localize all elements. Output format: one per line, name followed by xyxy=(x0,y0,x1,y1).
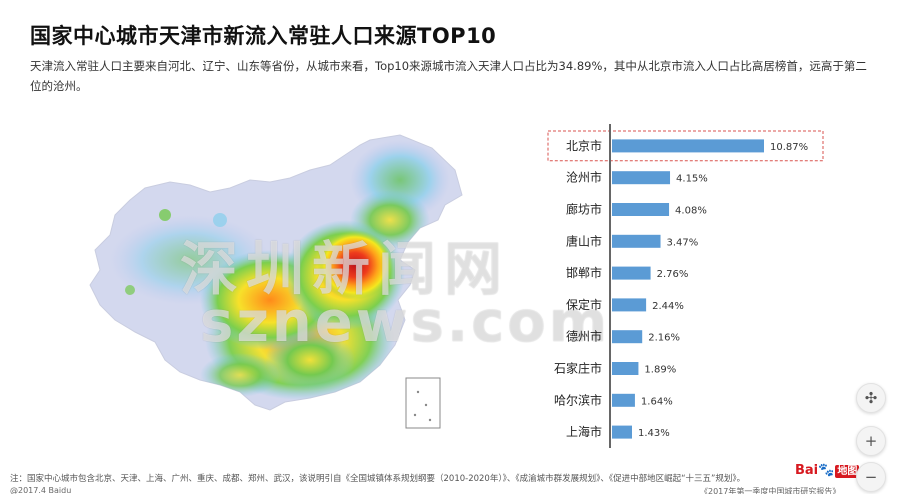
source-text: 《2017年第一季度中国城市研究报告》 xyxy=(700,487,841,494)
value-label: 2.16% xyxy=(648,333,680,344)
copyright-text: @2017.4 Baidu xyxy=(10,486,72,494)
category-label: 德州市 xyxy=(566,329,602,344)
category-label: 石家庄市 xyxy=(554,361,602,376)
zoom-out-button[interactable]: − xyxy=(856,462,886,492)
baidu-map-logo: Bai🐾 地图 xyxy=(795,462,860,478)
page-title: 国家中心城市天津市新流入常驻人口来源TOP10 xyxy=(30,24,497,48)
baidu-logo-text: Bai xyxy=(795,463,819,478)
value-label: 1.43% xyxy=(638,428,670,439)
value-label: 10.87% xyxy=(770,142,808,153)
bar xyxy=(612,393,635,407)
compass-button[interactable]: ✣ xyxy=(856,383,886,413)
minus-icon: − xyxy=(864,468,878,486)
baidu-map-label: 地图 xyxy=(835,465,860,478)
value-label: 4.08% xyxy=(675,206,707,217)
bar xyxy=(612,425,632,439)
value-label: 1.89% xyxy=(644,365,676,376)
page-subtitle: 天津流入常驻人口主要来自河北、辽宁、山东等省份，从城市来看，Top10来源城市流… xyxy=(30,59,867,93)
bar-chart: 北京市 10.87% 沧州市 4.15% 廊坊市 4.08% 唐山市 3.47% 邯郸市 2.76… xyxy=(547,124,824,448)
value-label: 2.76% xyxy=(657,269,689,280)
china-heat-map xyxy=(89,134,463,429)
compass-icon: ✣ xyxy=(864,389,878,407)
category-label: 廊坊市 xyxy=(566,202,602,217)
plus-icon: + xyxy=(864,432,878,450)
category-label: 邯郸市 xyxy=(566,265,602,280)
bar xyxy=(612,330,643,344)
bar xyxy=(612,266,651,280)
bar xyxy=(612,139,764,153)
baidu-paw-icon: 🐾 xyxy=(818,463,835,478)
bar xyxy=(612,362,639,375)
category-label: 上海市 xyxy=(566,424,602,439)
bar xyxy=(612,203,670,216)
value-label: 3.47% xyxy=(667,237,699,248)
category-label: 哈尔滨市 xyxy=(554,392,602,407)
category-label: 保定市 xyxy=(566,297,602,312)
zoom-in-button[interactable]: + xyxy=(856,426,886,456)
footnote: 注：国家中心城市包含北京、天津、上海、广州、重庆、成都、郑州、武汉，该说明引自《… xyxy=(10,474,746,484)
category-label: 北京市 xyxy=(566,138,602,153)
value-label: 4.15% xyxy=(676,174,708,185)
bar xyxy=(612,171,671,185)
value-label: 1.64% xyxy=(641,396,673,407)
category-label: 唐山市 xyxy=(566,233,602,248)
category-label: 沧州市 xyxy=(566,170,602,185)
bar xyxy=(612,234,661,248)
bar xyxy=(612,298,647,312)
value-label: 2.44% xyxy=(652,301,684,312)
highlight-box xyxy=(547,130,824,162)
